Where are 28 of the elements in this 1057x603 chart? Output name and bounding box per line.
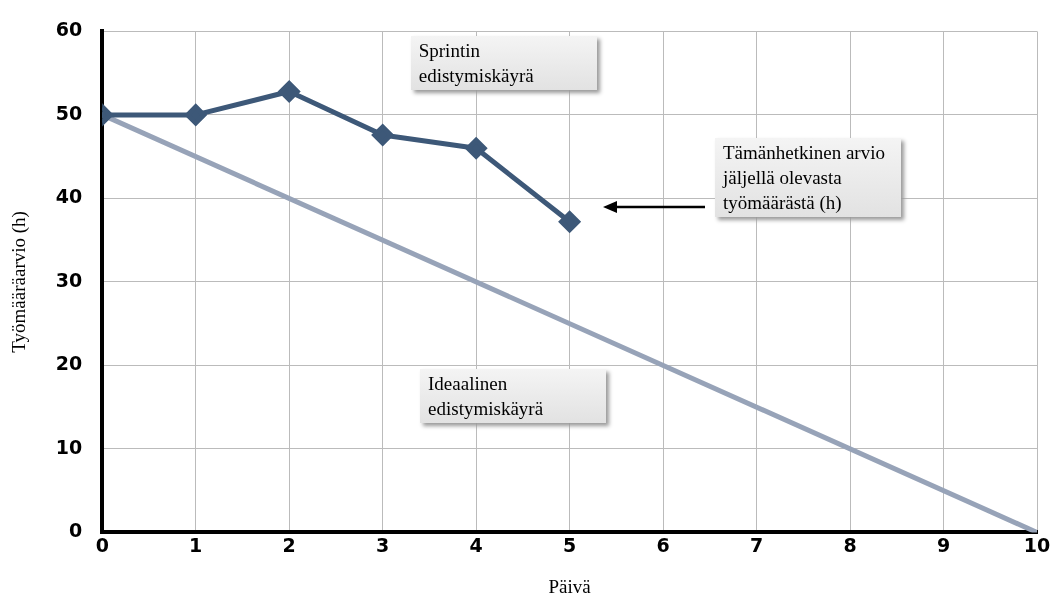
x-tick-label: 4	[469, 533, 483, 556]
note-box: Tämänhetkinen arvio jäljellä olevasta työmäärästä (h)	[715, 138, 901, 217]
x-tick-label: 9	[936, 533, 951, 556]
y-tick-label: 40	[55, 185, 83, 208]
y-tick-label: 30	[55, 268, 83, 291]
point	[185, 104, 207, 126]
y-tick-label: 60	[55, 18, 83, 41]
label-box: Sprintin edistymiskäyrä	[410, 36, 597, 91]
point	[372, 124, 394, 146]
x-tick-label: 7	[749, 533, 764, 556]
x-tick-label: 1	[189, 533, 203, 556]
point	[559, 211, 581, 233]
x-tick-label: 6	[656, 533, 670, 556]
x-tick-label: 5	[563, 533, 577, 556]
y-tick-label: 20	[55, 352, 83, 375]
x-tick-label: 8	[843, 533, 857, 556]
y-tick-label: 50	[55, 101, 83, 124]
y-tick-label: 10	[55, 435, 83, 458]
x-tick-label: 0	[95, 533, 109, 556]
label-box: Ideaalinen edistymiskäyrä	[420, 368, 607, 423]
y-axis-title: Työmääräarvio (h)	[8, 211, 31, 353]
x-axis-title: Päivä	[548, 575, 592, 597]
point	[278, 81, 300, 103]
x-tick-label: 10	[1023, 533, 1051, 556]
point	[465, 137, 487, 159]
y-tick-label: 0	[69, 519, 83, 542]
x-tick-label: 2	[282, 533, 296, 556]
x-tick-label: 3	[376, 533, 390, 556]
